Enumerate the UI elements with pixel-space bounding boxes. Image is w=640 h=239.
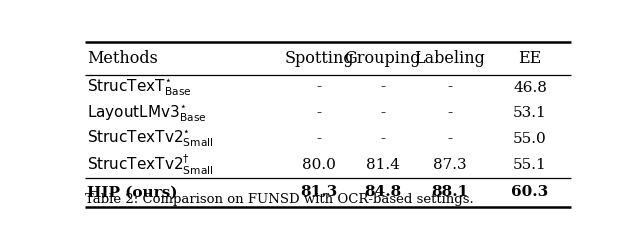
Text: 53.1: 53.1 xyxy=(513,106,547,120)
Text: -: - xyxy=(447,132,452,146)
Text: 81.3: 81.3 xyxy=(301,185,338,200)
Text: Spotting: Spotting xyxy=(285,50,354,67)
Text: -: - xyxy=(380,132,385,146)
Text: 55.1: 55.1 xyxy=(513,158,547,172)
Text: Labeling: Labeling xyxy=(414,50,485,67)
Text: $\mathrm{StrucTexT}^{\star}_{\mathrm{Base}}$: $\mathrm{StrucTexT}^{\star}_{\mathrm{Bas… xyxy=(88,77,192,98)
Text: Methods: Methods xyxy=(88,50,158,67)
Text: -: - xyxy=(317,81,322,95)
Text: -: - xyxy=(317,106,322,120)
Text: 88.1: 88.1 xyxy=(431,185,468,200)
Text: $\mathrm{StrucTexTv2}^{\star}_{\mathrm{Small}}$: $\mathrm{StrucTexTv2}^{\star}_{\mathrm{S… xyxy=(88,129,214,149)
Text: 55.0: 55.0 xyxy=(513,132,547,146)
Text: -: - xyxy=(317,132,322,146)
Text: 60.3: 60.3 xyxy=(511,185,548,200)
Text: 46.8: 46.8 xyxy=(513,81,547,95)
Text: Grouping: Grouping xyxy=(344,50,421,67)
Text: 81.4: 81.4 xyxy=(365,158,399,172)
Text: -: - xyxy=(447,106,452,120)
Text: $\mathrm{LayoutLMv3}^{\star}_{\mathrm{Base}}$: $\mathrm{LayoutLMv3}^{\star}_{\mathrm{Ba… xyxy=(88,103,207,124)
Text: $\mathrm{StrucTexTv2}^{\dagger}_{\mathrm{Small}}$: $\mathrm{StrucTexTv2}^{\dagger}_{\mathrm… xyxy=(88,153,214,177)
Text: Table 2: Comparison on FUNSD with OCR-based settings.: Table 2: Comparison on FUNSD with OCR-ba… xyxy=(85,193,474,206)
Text: 87.3: 87.3 xyxy=(433,158,467,172)
Text: HIP (ours): HIP (ours) xyxy=(88,185,178,200)
Text: 84.8: 84.8 xyxy=(364,185,401,200)
Text: -: - xyxy=(380,106,385,120)
Text: -: - xyxy=(447,81,452,95)
Text: EE: EE xyxy=(518,50,541,67)
Text: -: - xyxy=(380,81,385,95)
Text: 80.0: 80.0 xyxy=(302,158,336,172)
